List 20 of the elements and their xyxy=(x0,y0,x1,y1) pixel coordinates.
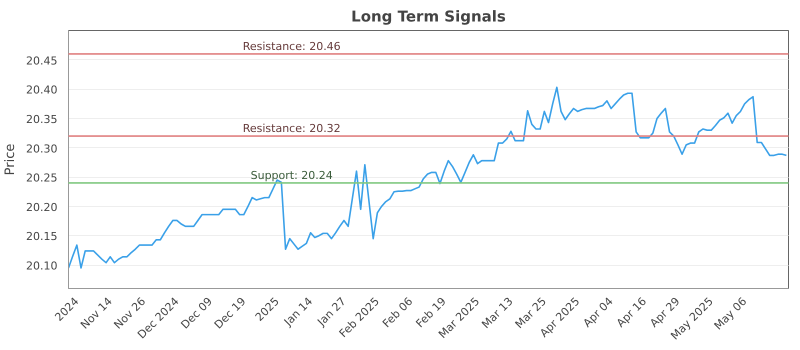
line-series xyxy=(68,86,788,269)
y-tick-label: 20.30 xyxy=(26,142,58,156)
ref-line-label: Resistance: 20.46 xyxy=(242,40,341,53)
chart-title: Long Term Signals xyxy=(351,8,506,26)
y-axis-title: Price xyxy=(3,144,18,176)
x-tick-label: Mar 13 xyxy=(479,294,516,332)
y-tick-label: 20.10 xyxy=(26,260,58,273)
y-tick-label: 20.20 xyxy=(26,200,58,214)
ref-line-label: Resistance: 20.32 xyxy=(242,122,341,136)
x-tick-label: Apr 04 xyxy=(580,294,616,330)
x-tick-label: Jan 14 xyxy=(280,294,316,330)
y-tick-label: 20.15 xyxy=(26,230,58,244)
y-tick-label: 20.25 xyxy=(26,172,58,185)
y-tick-label: 20.45 xyxy=(26,54,58,68)
ref-line-label: Support: 20.24 xyxy=(250,168,333,182)
y-tick-label: 20.40 xyxy=(26,84,58,97)
x-tick-label: Nov 14 xyxy=(78,294,115,332)
y-tick-label: 20.35 xyxy=(26,112,58,126)
x-tick-label: Apr 16 xyxy=(614,294,650,330)
x-tick-label: Feb 06 xyxy=(380,294,416,330)
